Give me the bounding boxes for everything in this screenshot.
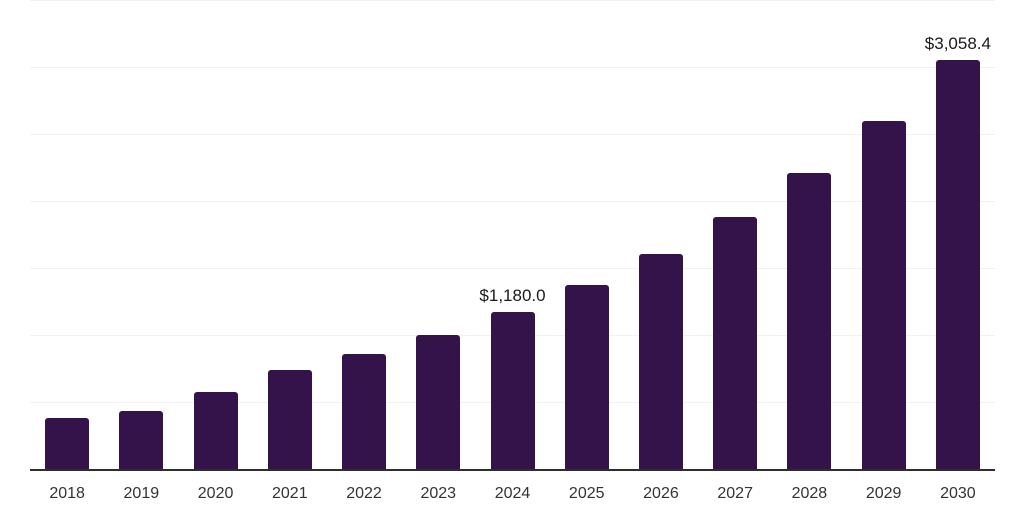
x-axis-label-2029: 2029 [865, 485, 902, 502]
x-axis-label-2020: 2020 [197, 485, 234, 502]
x-axis-label-2023: 2023 [420, 485, 457, 502]
bar-2025 [564, 284, 609, 470]
gridline-1500 [30, 268, 995, 269]
x-axis-line [30, 469, 995, 471]
x-axis-label-2030: 2030 [940, 485, 976, 502]
bar-2020 [193, 392, 238, 470]
bar-2018 [45, 418, 90, 470]
x-axis-label-2027: 2027 [717, 485, 753, 502]
x-axis-label-2022: 2022 [346, 485, 382, 502]
gridline-2500 [30, 134, 995, 135]
plot-area: $1,180.0 $3,058.4 [30, 0, 995, 470]
gridline-2000 [30, 201, 995, 202]
bar-2027 [713, 216, 758, 470]
x-axis-label-2018: 2018 [49, 485, 85, 502]
gridline-3000 [30, 67, 995, 68]
bar-value-label-2024: $1,180.0 [479, 285, 546, 305]
gridline-3500 [30, 0, 995, 1]
x-axis-label-2019: 2019 [123, 485, 160, 502]
x-axis-label-2024: 2024 [494, 485, 531, 502]
x-axis-label-2026: 2026 [643, 485, 679, 502]
bar-2026 [638, 253, 683, 470]
bar-value-label-2030: $3,058.4 [924, 34, 991, 54]
bar-2023 [416, 335, 461, 470]
bar-2022 [342, 353, 387, 470]
x-axis-label-2025: 2025 [568, 485, 605, 502]
x-axis-label-2028: 2028 [791, 485, 828, 502]
x-axis-label-2021: 2021 [272, 485, 308, 502]
bar-2030 [935, 60, 980, 470]
bar-2029 [861, 120, 906, 470]
bar-2024 [490, 311, 535, 470]
bar-2028 [787, 173, 832, 470]
bar-2021 [267, 370, 312, 470]
x-axis: 2018 2019 2020 2021 2022 2023 2024 2025 2026 2027… [30, 484, 995, 506]
bar-2019 [119, 411, 164, 470]
